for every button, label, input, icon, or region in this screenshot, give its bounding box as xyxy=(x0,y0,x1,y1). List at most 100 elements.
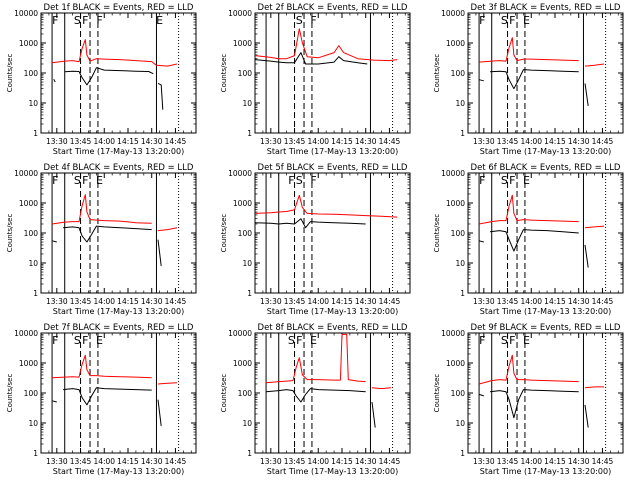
y-tick-label: 1 xyxy=(460,129,465,138)
events-series-line xyxy=(478,69,589,106)
y-tick-label: 100 xyxy=(238,389,253,398)
y-tick-label: 10 xyxy=(455,419,465,428)
x-tick-label: 13:45 xyxy=(70,457,92,466)
chart-title: Det 6f BLACK = Events, RED = LLD xyxy=(471,163,621,173)
x-tick-label: 14:30 xyxy=(355,457,377,466)
y-axis-label: Counts/sec xyxy=(6,54,14,93)
x-tick-label: 13:30 xyxy=(46,137,68,146)
interval-label: F xyxy=(52,174,58,187)
x-tick-label: 14:30 xyxy=(355,297,377,306)
chart-panel-6: Det 6f BLACK = Events, RED = LLD 1 10 100 10… xyxy=(433,163,624,316)
y-axis-label: Counts/sec xyxy=(220,374,228,413)
lld-series-line xyxy=(479,37,605,67)
chart-title: Det 4f BLACK = Events, RED = LLD xyxy=(44,163,194,173)
lld-series-line xyxy=(254,194,398,218)
y-axis-label: Counts/sec xyxy=(6,214,14,253)
y-tick-label: 1 xyxy=(33,289,38,298)
x-tick-label: 14:45 xyxy=(379,137,401,146)
lld-series-line xyxy=(52,354,178,385)
interval-label: E xyxy=(96,174,103,187)
x-axis-label: Start Time (17-May-13 13:20:00) xyxy=(53,147,184,156)
x-tick-label: 14:45 xyxy=(379,457,401,466)
x-tick-label: 14:30 xyxy=(355,137,377,146)
y-tick-label: 100 xyxy=(451,229,466,238)
x-tick-label: 14:45 xyxy=(165,457,187,466)
x-tick-label: 14:00 xyxy=(520,297,542,306)
y-tick-label: 1000 xyxy=(446,199,465,208)
chart-title: Det 5f BLACK = Events, RED = LLD xyxy=(258,163,408,173)
events-series-line xyxy=(266,388,376,428)
y-tick-label: 10000 xyxy=(14,169,38,178)
interval-label: S xyxy=(288,334,295,347)
y-tick-label: 100 xyxy=(451,389,466,398)
x-tick-label: 13:45 xyxy=(70,137,92,146)
x-tick-label: 14:30 xyxy=(141,457,163,466)
chart-panel-7: Det 7f BLACK = Events, RED = LLD 1 10 100 10… xyxy=(6,323,197,476)
x-axis-label: Start Time (17-May-13 13:20:00) xyxy=(53,467,184,476)
lld-series-line xyxy=(254,28,398,62)
interval-label: F xyxy=(296,334,302,347)
events-series-line xyxy=(51,387,162,426)
y-tick-label: 1000 xyxy=(19,39,38,48)
x-tick-label: 14:15 xyxy=(117,457,139,466)
interval-label: F xyxy=(52,14,58,27)
x-axis-label: Start Time (17-May-13 13:20:00) xyxy=(480,307,611,316)
events-series-line xyxy=(478,229,589,268)
y-tick-label: 1 xyxy=(247,129,252,138)
y-tick-label: 10 xyxy=(242,259,252,268)
y-axis-label: Counts/sec xyxy=(433,54,441,93)
interval-label: F xyxy=(509,174,515,187)
x-tick-label: 14:00 xyxy=(93,137,115,146)
x-axis-label: Start Time (17-May-13 13:20:00) xyxy=(480,147,611,156)
x-tick-label: 13:45 xyxy=(70,297,92,306)
x-tick-label: 14:30 xyxy=(141,137,163,146)
interval-label: F xyxy=(509,14,515,27)
interval-label: F xyxy=(96,14,102,27)
y-tick-label: 1 xyxy=(460,289,465,298)
y-tick-label: 10 xyxy=(242,99,252,108)
x-tick-label: 13:45 xyxy=(284,297,306,306)
y-tick-label: 100 xyxy=(238,69,253,78)
x-axis-label: Start Time (17-May-13 13:20:00) xyxy=(267,147,398,156)
x-tick-label: 14:45 xyxy=(592,457,614,466)
y-tick-label: 10 xyxy=(242,419,252,428)
interval-label: S xyxy=(501,174,508,187)
y-tick-label: 10 xyxy=(455,99,465,108)
y-tick-label: 1000 xyxy=(446,39,465,48)
lld-series-line xyxy=(266,333,392,390)
y-tick-label: 1000 xyxy=(233,359,252,368)
x-axis-label: Start Time (17-May-13 13:20:00) xyxy=(53,307,184,316)
lld-series-line xyxy=(479,194,605,229)
events-series-line xyxy=(255,219,372,245)
y-tick-label: 1000 xyxy=(233,199,252,208)
chart-panel-9: Det 9f BLACK = Events, RED = LLD 1 10 100 10… xyxy=(433,323,624,476)
x-tick-label: 13:45 xyxy=(497,297,519,306)
interval-label: F xyxy=(82,334,88,347)
y-axis-label: Counts/sec xyxy=(220,214,228,253)
x-tick-label: 13:30 xyxy=(46,297,68,306)
interval-label: F xyxy=(479,174,485,187)
x-tick-label: 13:30 xyxy=(473,457,495,466)
chart-panel-8: Det 8f BLACK = Events, RED = LLD 1 10 100 10… xyxy=(220,323,411,476)
interval-label: E xyxy=(310,334,317,347)
events-series-line xyxy=(51,225,162,266)
x-tick-label: 13:30 xyxy=(473,137,495,146)
interval-label: E xyxy=(96,334,103,347)
x-tick-label: 13:45 xyxy=(497,137,519,146)
y-tick-label: 10000 xyxy=(441,169,465,178)
y-tick-label: 100 xyxy=(24,229,39,238)
interval-label: F xyxy=(288,174,294,187)
lld-series-line xyxy=(52,39,178,67)
interval-label: E xyxy=(523,334,530,347)
y-tick-label: 10 xyxy=(455,259,465,268)
y-axis-label: Counts/sec xyxy=(433,214,441,253)
lld-series-line xyxy=(478,354,604,389)
x-tick-label: 14:30 xyxy=(568,297,590,306)
x-axis-label: Start Time (17-May-13 13:20:00) xyxy=(480,467,611,476)
y-tick-label: 1000 xyxy=(19,199,38,208)
interval-label: F xyxy=(479,14,485,27)
chart-panel-4: Det 4f BLACK = Events, RED = LLD 1 10 100 10… xyxy=(6,163,197,316)
chart-panel-2: Det 2f BLACK = Events, RED = LLD 1 10 100 10… xyxy=(220,3,411,156)
y-axis-label: Counts/sec xyxy=(433,374,441,413)
chart-title: Det 7f BLACK = Events, RED = LLD xyxy=(44,323,194,333)
